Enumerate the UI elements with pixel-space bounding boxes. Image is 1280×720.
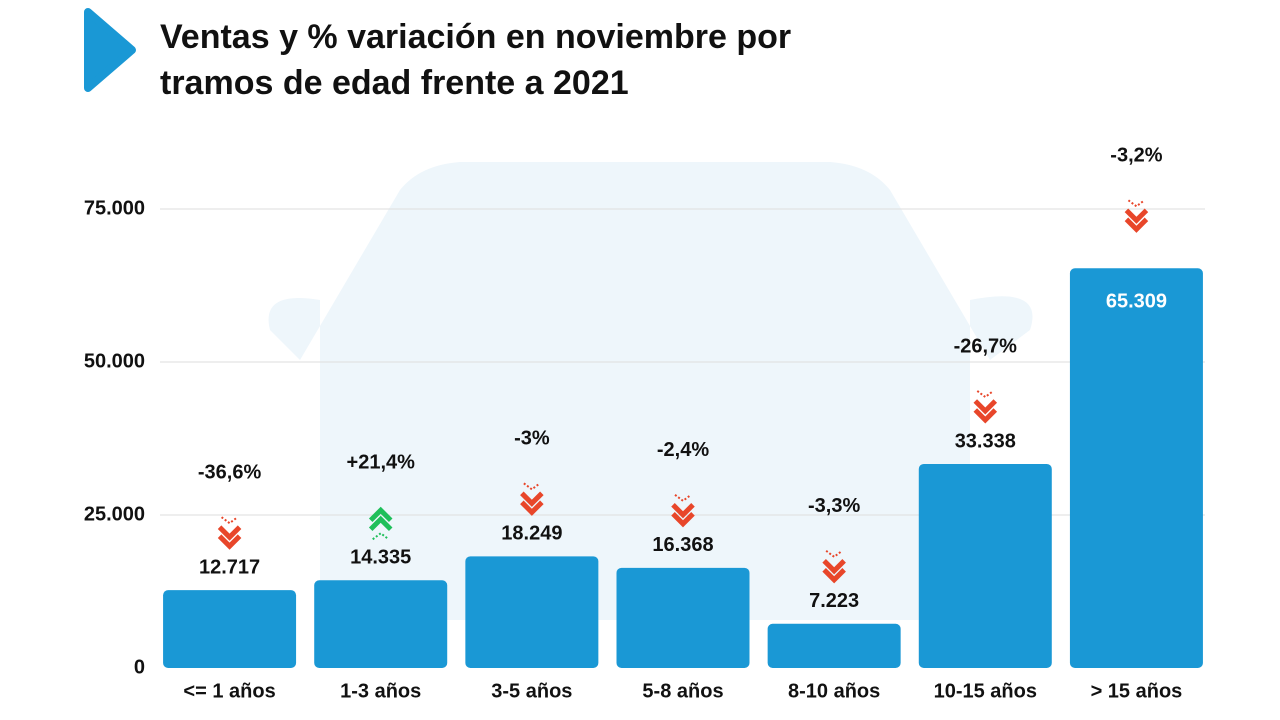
variation-label: +21,4% [347,452,416,474]
arrow-dots [1127,199,1146,208]
arrow-chevron [973,399,998,415]
variation-label: -3% [514,428,550,450]
bar [1069,268,1203,668]
arrow-chevron [822,559,846,575]
x-tick-label: 10-15 años [934,680,1037,702]
chart-title: Ventas y % variación en noviembre por tr… [160,18,792,102]
bar [616,567,750,668]
arrow-chevron [1124,208,1149,224]
bar [465,556,599,668]
x-tick-label: > 15 años [1091,680,1183,702]
arrow-chevron [520,500,544,516]
value-label: 18.249 [501,523,562,545]
arrow-chevron [1124,217,1149,233]
arrow-chevron [671,512,695,528]
y-tick-label: 25.000 [84,503,145,525]
value-label: 65.309 [1106,291,1167,313]
value-label: 16.368 [652,534,713,556]
x-tick-label: 3-5 años [491,680,572,702]
x-tick-label: 5-8 años [642,680,723,702]
arrow-chevron [822,568,846,584]
bar [767,623,901,668]
x-tick-label: <= 1 años [183,680,275,702]
arrow-dots [674,494,692,503]
arrow-dots [825,549,843,559]
arrow-chevron [217,534,242,550]
arrow-dots [220,516,239,525]
arrow-chevron [368,506,393,523]
bar [314,580,448,668]
arrow-chevron [368,515,393,532]
variation-label: -26,7% [954,335,1018,357]
variation-label: -2,4% [657,439,709,461]
variation-arrow [1124,199,1149,233]
variation-arrow [822,549,846,584]
arrow-chevron [671,503,695,519]
value-label: 7.223 [809,590,859,612]
arrow-dots [523,482,541,491]
value-label: 14.335 [350,547,411,569]
variation-arrow [217,516,242,550]
bar [163,590,297,668]
value-label: 12.717 [199,556,260,578]
arrow-chevron [520,491,544,507]
x-tick-label: 1-3 años [340,680,421,702]
title-icon [84,8,136,92]
variation-label: -36,6% [198,461,262,483]
arrow-chevron [217,525,242,541]
x-tick-label: 8-10 años [788,680,880,702]
arrow-chevron [973,408,998,424]
arrow-dots [372,532,390,541]
variation-label: -3,2% [1110,145,1162,167]
variation-arrow [671,494,695,528]
car-background [268,162,1033,620]
y-tick-label: 50.000 [84,350,145,372]
variation-label: -3,3% [808,495,860,517]
y-tick-label: 0 [134,656,145,678]
bar [918,463,1052,668]
variation-arrow [520,482,544,516]
variation-arrow [973,390,998,424]
value-label: 33.338 [955,430,1016,452]
y-tick-label: 75.000 [84,197,145,219]
variation-arrow [368,506,393,541]
arrow-dots [976,390,994,399]
